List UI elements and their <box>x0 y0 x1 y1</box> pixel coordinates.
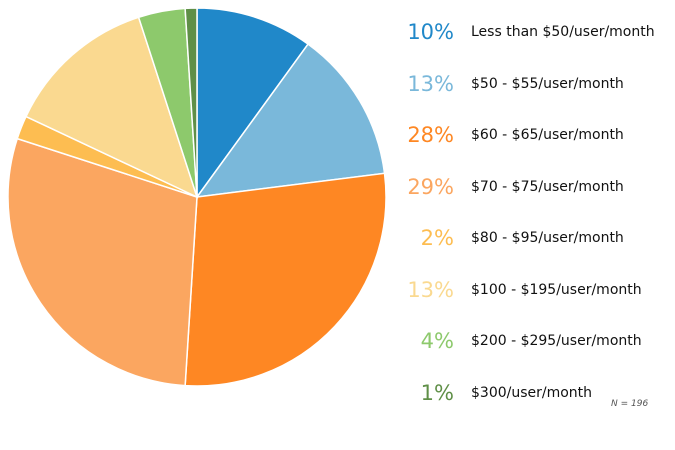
legend-item: 28% $60 - $65/user/month <box>392 120 672 150</box>
pie-slice-2 <box>184 172 387 387</box>
legend-label: $300/user/month <box>471 384 593 401</box>
sample-size-note: N = 196 <box>611 399 649 409</box>
legend-percent: 10% <box>407 20 454 44</box>
pie-slice-0 <box>196 7 310 200</box>
legend-percent: 2% <box>420 226 454 250</box>
legend-label: $70 - $75/user/month <box>471 178 624 195</box>
pie-slice-5 <box>24 16 199 199</box>
legend-label: $100 - $195/user/month <box>471 281 642 298</box>
legend-percent: 1% <box>420 380 454 405</box>
pie-chart <box>7 7 387 387</box>
legend-label: $60 - $65/user/month <box>471 127 624 143</box>
legend-label: Less than $50/user/month <box>471 24 655 40</box>
legend-item: 13% $50 - $55/user/month <box>392 69 672 99</box>
legend-item: 10% Less than $50/user/month <box>392 17 672 47</box>
legend-percent: 28% <box>407 123 454 147</box>
legend-item: 4% $200 - $295/user/month <box>392 326 672 356</box>
legend-percent: 29% <box>407 174 454 199</box>
legend-item: 2% $80 - $95/user/month <box>392 223 672 253</box>
pie-slice-7 <box>184 7 198 198</box>
legend-item: 29% $70 - $75/user/month <box>392 172 672 202</box>
legend-label: $80 - $95/user/month <box>471 230 624 246</box>
legend-percent: 4% <box>420 329 454 353</box>
legend-item: 13% $100 - $195/user/month <box>392 275 672 305</box>
legend-label: $50 - $55/user/month <box>471 75 624 92</box>
legend-percent: 13% <box>407 277 454 302</box>
pie-slice-1 <box>195 43 386 198</box>
legend-label: $200 - $295/user/month <box>471 333 642 349</box>
legend-item: 1% $300/user/month <box>392 378 672 408</box>
pie-slice-3 <box>7 137 198 387</box>
legend-percent: 13% <box>407 71 454 96</box>
